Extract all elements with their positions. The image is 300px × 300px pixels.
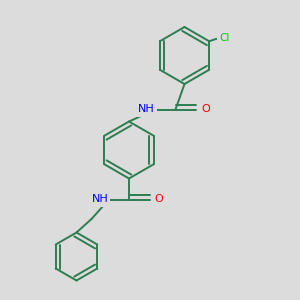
- Text: NH: NH: [138, 104, 155, 115]
- Text: Cl: Cl: [219, 33, 230, 43]
- Text: O: O: [201, 104, 210, 115]
- Text: O: O: [154, 194, 164, 205]
- Text: NH: NH: [92, 194, 108, 205]
